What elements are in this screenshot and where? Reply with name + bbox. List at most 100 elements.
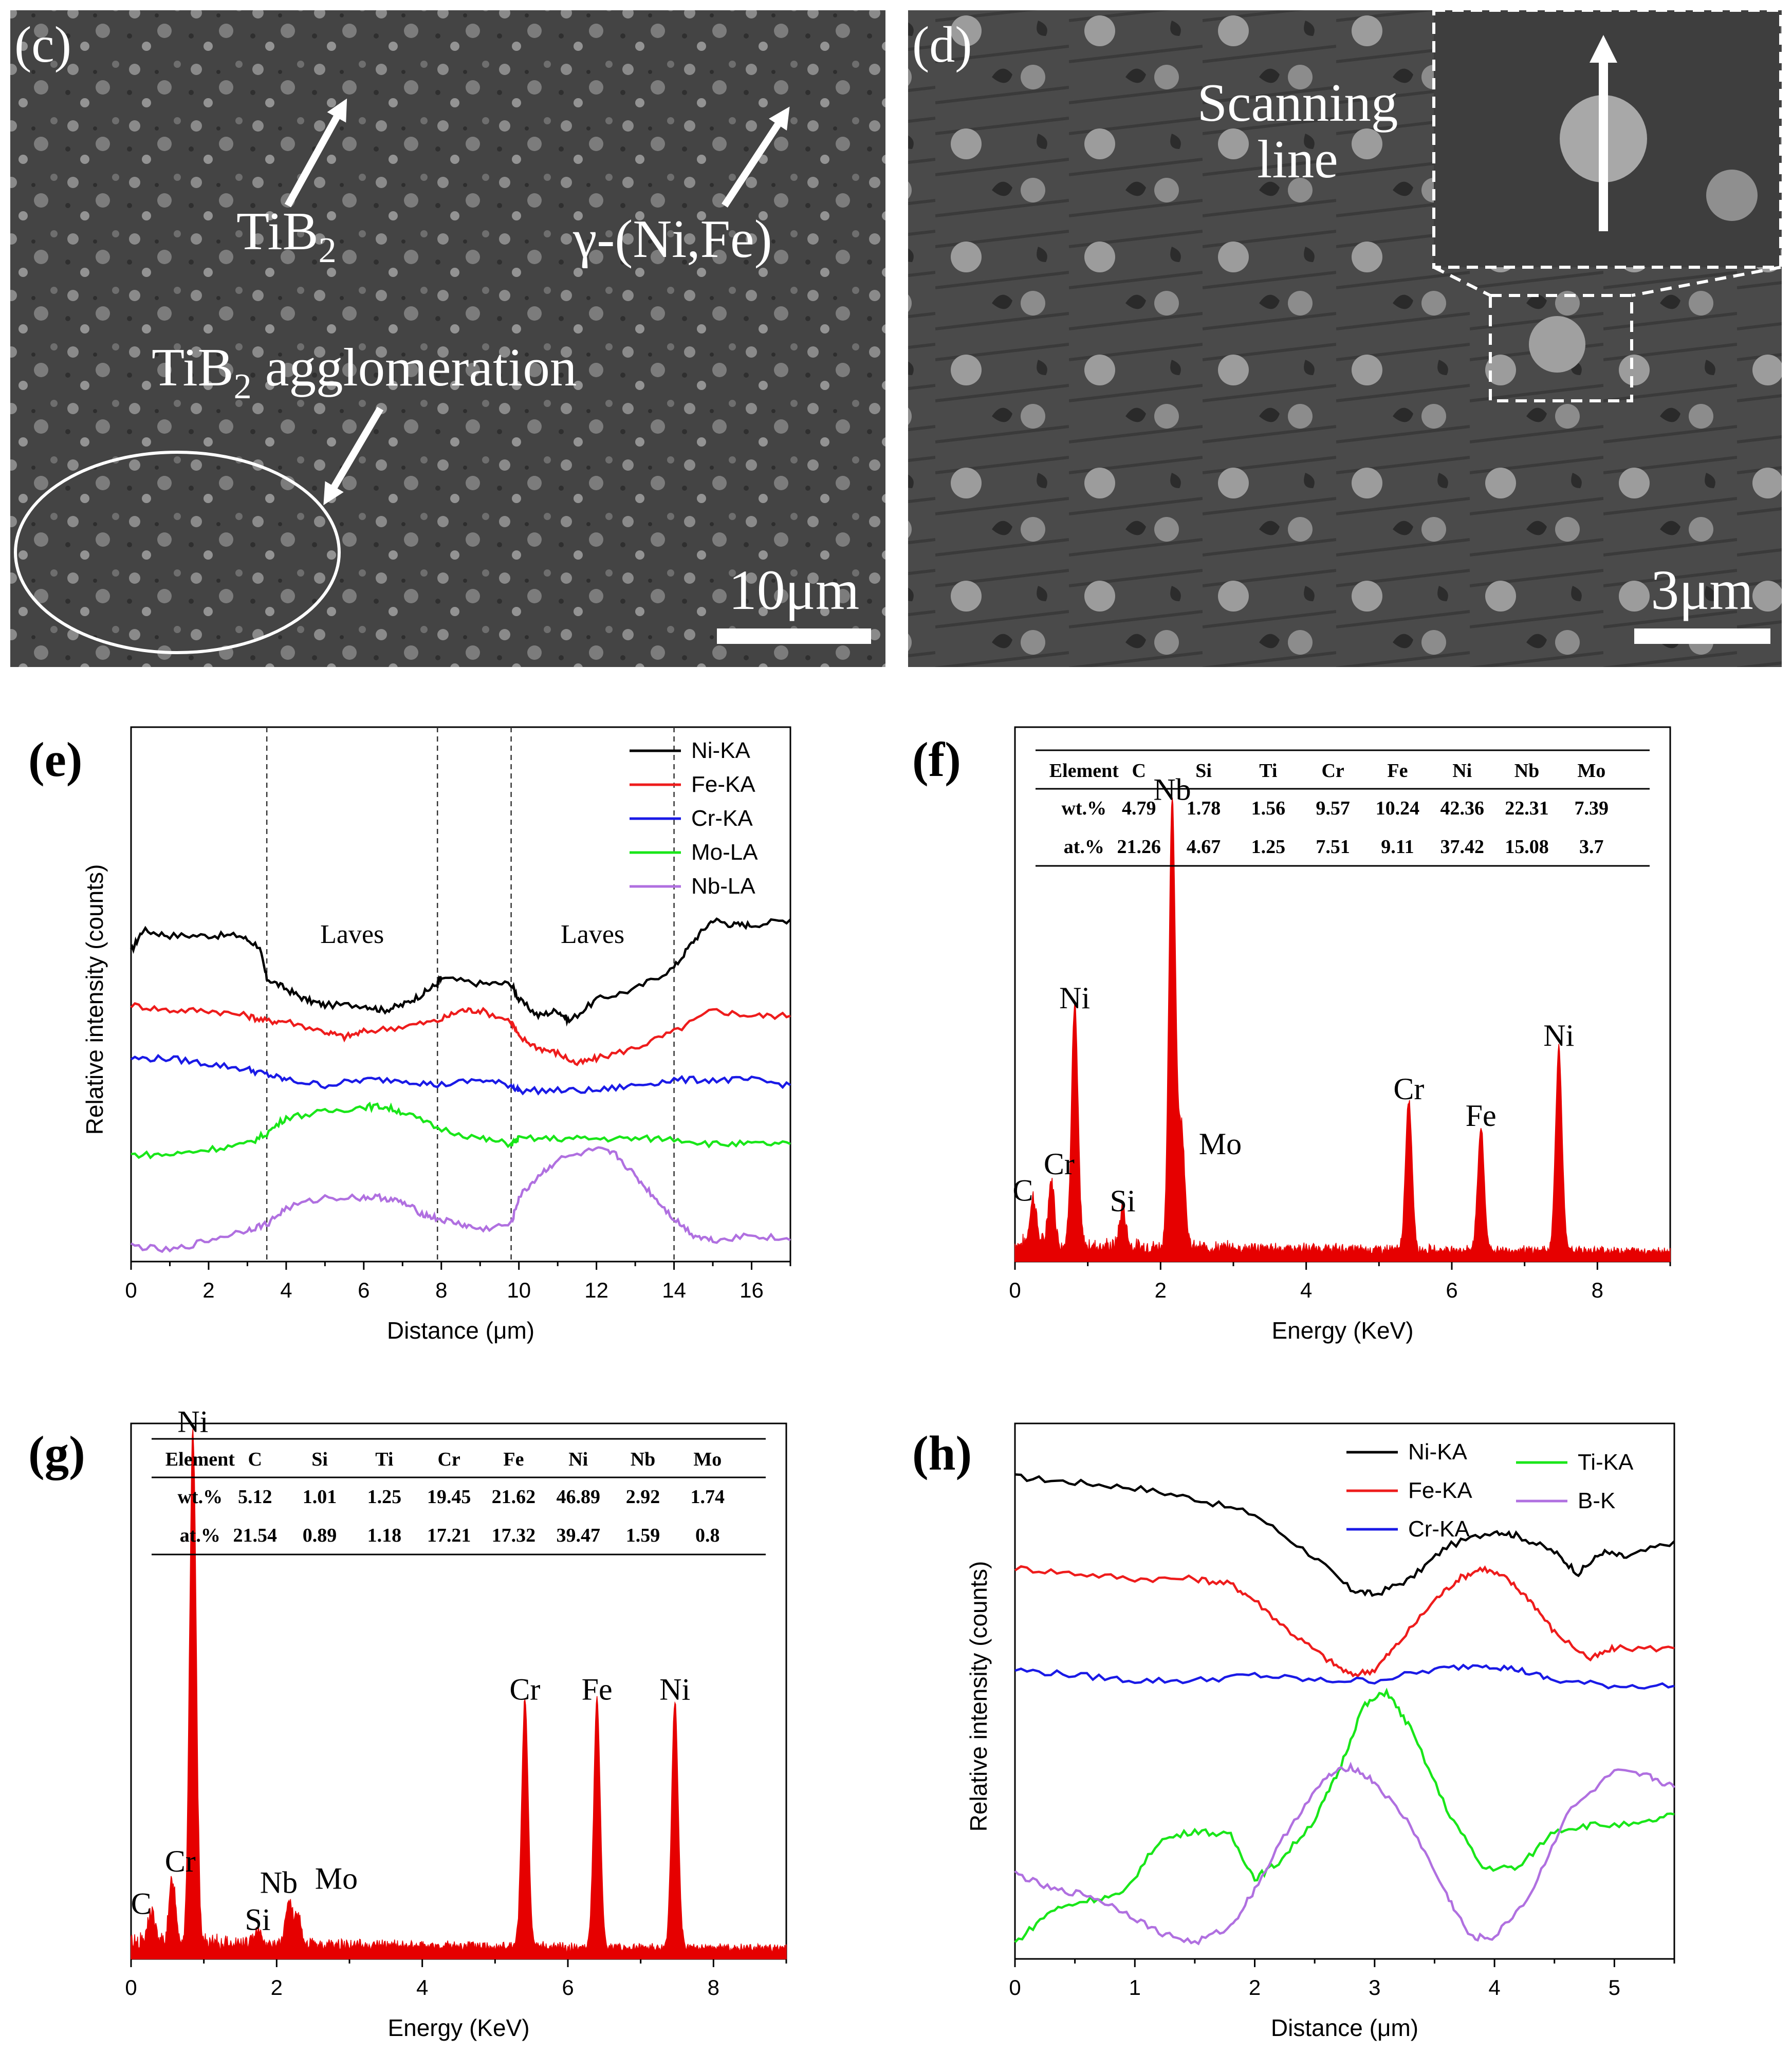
- x-tick-label: 14: [662, 1278, 686, 1302]
- table-header-cell: Si: [311, 1449, 328, 1470]
- scalebar-label-d: 3μm: [1651, 559, 1753, 621]
- x-tick-label: 8: [708, 1975, 719, 2000]
- series-line-fe-ka: [130, 1002, 791, 1066]
- x-tick-label: 6: [1446, 1278, 1457, 1302]
- table-cell: 21.54: [233, 1525, 278, 1546]
- x-tick-label: 16: [740, 1278, 764, 1302]
- peak-label-nb: Nb: [260, 1866, 298, 1900]
- x-tick-label: 0: [1009, 1975, 1021, 2000]
- peak-label-cr: Cr: [1393, 1072, 1424, 1106]
- table-cell: 37.42: [1440, 836, 1484, 858]
- legend-label: Fe-KA: [691, 772, 755, 797]
- region-label: Laves: [561, 920, 624, 949]
- table-header-cell: Element: [165, 1449, 235, 1470]
- table-cell: 17.21: [427, 1525, 471, 1546]
- panel-label-c: (c): [14, 16, 71, 73]
- series-line-ni-ka: [1014, 1473, 1675, 1597]
- table-cell: 1.25: [367, 1486, 402, 1508]
- eds-spectrum: [131, 1429, 787, 1959]
- table-cell: 4.79: [1122, 798, 1156, 819]
- table-header-cell: Ti: [1259, 760, 1277, 782]
- table-cell: 10.24: [1376, 798, 1420, 819]
- selected-particle: [1529, 316, 1585, 373]
- legend-label: Fe-KA: [1408, 1478, 1472, 1503]
- table-cell: 22.31: [1505, 798, 1549, 819]
- series-line-b-k: [1014, 1762, 1675, 1946]
- region-label: Laves: [320, 920, 384, 949]
- x-tick-label: 1: [1129, 1975, 1141, 2000]
- legend-label: Cr-KA: [1408, 1516, 1470, 1542]
- eds-spectrum: [1014, 797, 1671, 1262]
- table-header-cell: Ni: [1452, 760, 1472, 782]
- series-line-mo-la: [131, 1101, 791, 1160]
- arrow-tib2: [284, 98, 347, 208]
- table-cell: 46.89: [556, 1486, 600, 1508]
- table-cell: at.%: [180, 1525, 220, 1546]
- legend-label: Mo-LA: [691, 840, 758, 865]
- table-cell: at.%: [1064, 836, 1104, 858]
- table-cell: 7.51: [1316, 836, 1350, 858]
- scalebar-c: [717, 628, 871, 644]
- table-cell: 21.62: [492, 1486, 536, 1508]
- table-header-cell: C: [248, 1449, 262, 1470]
- x-tick-label: 10: [507, 1278, 531, 1302]
- x-axis-label: Energy (KeV): [387, 2014, 529, 2041]
- legend-label: B-K: [1578, 1488, 1615, 1513]
- table-cell: wt.%: [1062, 798, 1107, 819]
- label-scanning: Scanning: [1197, 72, 1398, 133]
- table-cell: 7.39: [1575, 798, 1609, 819]
- peak-label-cr: Cr: [1044, 1147, 1075, 1181]
- sem-image-c: [10, 10, 885, 667]
- x-axis-label: Distance (μm): [1271, 2014, 1418, 2041]
- y-axis-label: Relative intensity (counts): [81, 864, 108, 1135]
- x-tick-label: 2: [1155, 1278, 1167, 1302]
- label-tib2: TiB2: [236, 201, 337, 270]
- table-header-cell: Element: [1049, 760, 1119, 782]
- label-line: line: [1257, 129, 1338, 189]
- chart-f: 0 2 4 6 8 Energy (KeV) C Cr Ni Si Nb Mo Cr Fe Ni Elemen…: [1009, 726, 1671, 1344]
- peak-label-ni: Ni: [1543, 1019, 1574, 1052]
- table-cell: 1.25: [1251, 836, 1286, 858]
- table-cell: 1.59: [626, 1525, 660, 1546]
- series-line-cr-ka: [130, 1053, 791, 1096]
- chart-h: 0 1 2 3 4 5 Distance (μm) Relative intensity (c…: [965, 1422, 1675, 2041]
- table-header-cell: Mo: [693, 1449, 722, 1470]
- x-tick-label: 6: [562, 1975, 574, 2000]
- panel-label-e: (e): [28, 732, 82, 787]
- panel-label-g: (g): [28, 1426, 85, 1480]
- table-cell: 19.45: [427, 1486, 471, 1508]
- table-cell: 1.01: [303, 1486, 337, 1508]
- series-line-ni-ka: [130, 917, 791, 1027]
- legend-label: Cr-KA: [691, 806, 753, 831]
- x-tick-label: 0: [125, 1975, 137, 2000]
- x-tick-label: 12: [584, 1278, 608, 1302]
- table-cell: 4.67: [1187, 836, 1221, 858]
- x-tick-label: 0: [1009, 1278, 1021, 1302]
- x-tick-label: 0: [125, 1278, 137, 1302]
- chart-e: 0 2 4 6 8 10 12 14 16 Distance (μm) Relative inten…: [81, 726, 791, 1344]
- table-cell: 1.18: [367, 1525, 402, 1546]
- plot-frame: [130, 726, 791, 1263]
- y-axis-label: Relative intensity (counts): [965, 1561, 992, 1832]
- peak-label-mo: Mo: [1199, 1127, 1242, 1161]
- table-header-cell: Si: [1195, 760, 1212, 782]
- table-cell: 0.89: [303, 1525, 337, 1546]
- panel-label-f: (f): [912, 732, 961, 787]
- table-header-cell: Fe: [503, 1449, 524, 1470]
- peak-label-mo: Mo: [315, 1862, 358, 1896]
- x-tick-label: 4: [1300, 1278, 1312, 1302]
- table-header-cell: C: [1132, 760, 1146, 782]
- zoom-line-left: [1433, 266, 1491, 297]
- legend-label: Ti-KA: [1578, 1450, 1634, 1475]
- x-tick-label: 3: [1369, 1975, 1380, 2000]
- x-tick-label: 2: [202, 1278, 214, 1302]
- peak-label-c: C: [1012, 1173, 1033, 1207]
- table-cell: 1.74: [691, 1486, 725, 1508]
- plot-frame: [1014, 1422, 1675, 1960]
- panel-label-h: (h): [912, 1426, 972, 1480]
- table-cell: 17.32: [492, 1525, 536, 1546]
- peak-label-fe: Fe: [1466, 1099, 1497, 1133]
- series-line-cr-ka: [1014, 1663, 1675, 1690]
- table-header-cell: Cr: [1321, 760, 1344, 782]
- table-header-cell: Ni: [568, 1449, 588, 1470]
